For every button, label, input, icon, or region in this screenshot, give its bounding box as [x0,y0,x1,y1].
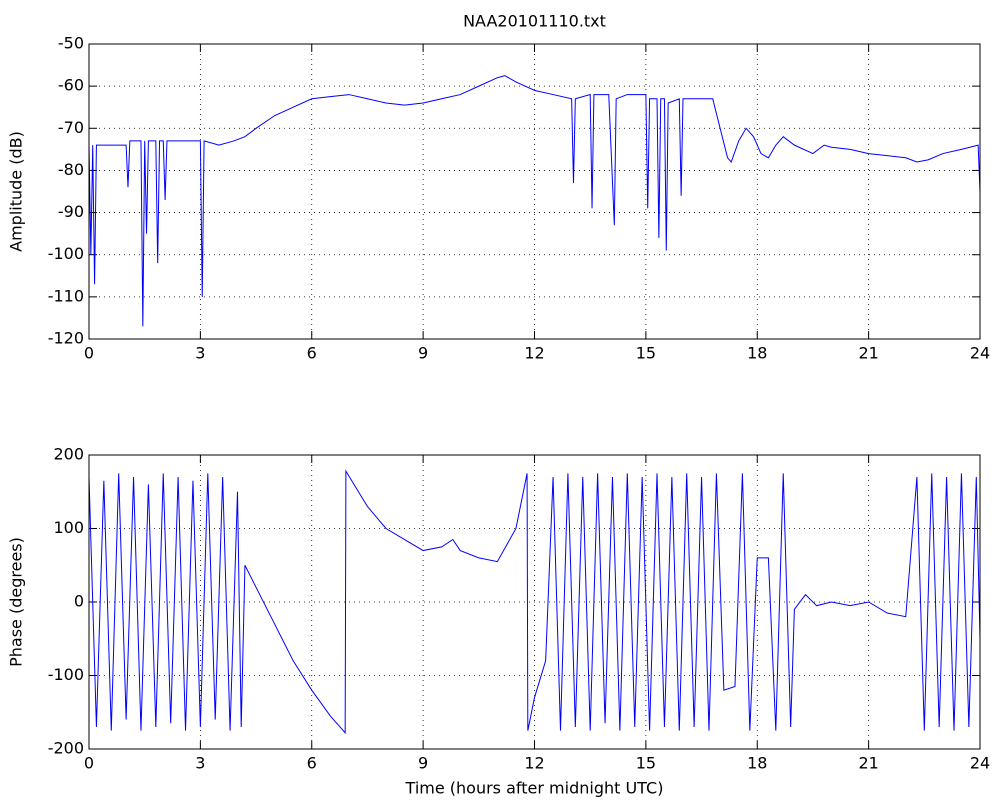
y-axis-label: Phase (degrees) [7,537,26,667]
y-tick-label: -90 [58,202,84,221]
x-tick-label: 21 [858,754,878,773]
x-tick-label: 6 [307,344,317,363]
x-tick-label: 24 [970,344,990,363]
x-tick-label: 24 [970,754,990,773]
y-tick-label: -80 [58,160,84,179]
x-tick-label: 6 [307,754,317,773]
axes-frame [88,43,981,340]
y-axis-label: Amplitude (dB) [7,131,26,252]
x-tick-label: 0 [84,754,94,773]
x-tick-label: 15 [636,344,656,363]
y-tick-label: -100 [48,244,84,263]
x-tick-label: 12 [524,754,544,773]
x-tick-label: 12 [524,344,544,363]
data-line [88,469,981,735]
y-tick-label: -100 [48,665,84,684]
x-tick-label: 18 [747,754,767,773]
data-line [88,75,981,327]
y-tick-label: 200 [53,445,84,464]
x-tick-label: 21 [858,344,878,363]
axes-frame [88,454,981,750]
y-tick-label: 0 [74,592,84,611]
y-tick-label: -60 [58,76,84,95]
y-tick-label: -50 [58,34,84,53]
x-tick-label: 0 [84,344,94,363]
x-tick-label: 9 [418,344,428,363]
y-tick-label: -120 [48,329,84,348]
y-tick-label: -70 [58,118,84,137]
x-tick-label: 3 [195,344,205,363]
x-axis-label: Time (hours after midnight UTC) [405,779,664,798]
chart-title: NAA20101110.txt [463,12,606,31]
y-tick-label: -110 [48,286,84,305]
x-tick-label: 9 [418,754,428,773]
x-tick-label: 15 [636,754,656,773]
y-tick-label: -200 [48,739,84,758]
x-tick-label: 18 [747,344,767,363]
x-tick-label: 3 [195,754,205,773]
y-tick-label: 100 [53,518,84,537]
